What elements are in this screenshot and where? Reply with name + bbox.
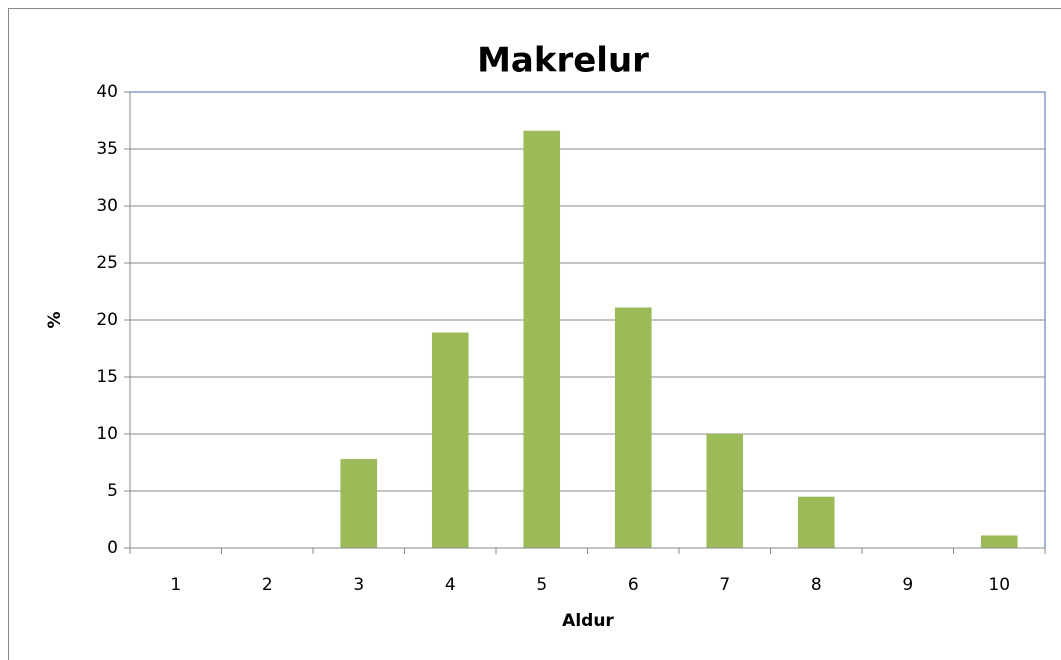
y-tick-label: 20 [96, 310, 118, 330]
x-tick-label: 4 [445, 575, 456, 595]
x-tick-label: 3 [353, 575, 364, 595]
bar [706, 434, 744, 548]
chart-title: Makrelur [477, 41, 649, 81]
y-tick-label: 30 [96, 196, 118, 216]
x-tick-label: 8 [811, 575, 822, 595]
y-tick-label: 25 [96, 253, 118, 273]
bar [523, 130, 561, 548]
x-tick-label: 9 [902, 575, 913, 595]
bar [797, 496, 835, 548]
x-tick-label: 6 [628, 575, 639, 595]
x-tick-label: 7 [719, 575, 730, 595]
y-tick-label: 5 [107, 481, 118, 501]
y-tick-label: 15 [96, 367, 118, 387]
x-tick-label: 1 [170, 575, 181, 595]
y-tick-label: 10 [96, 424, 118, 444]
y-tick-label: 35 [96, 139, 118, 159]
x-tick-label: 2 [262, 575, 273, 595]
bar [614, 307, 652, 548]
x-tick-label: 10 [988, 575, 1010, 595]
bar [980, 535, 1018, 548]
x-tick-label: 5 [536, 575, 547, 595]
bar [431, 332, 469, 548]
x-axis-label: Aldur [562, 611, 614, 631]
bar [340, 459, 378, 548]
y-tick-label: 0 [107, 538, 118, 558]
y-tick-label: 40 [96, 82, 118, 102]
y-axis-label: % [45, 311, 65, 328]
